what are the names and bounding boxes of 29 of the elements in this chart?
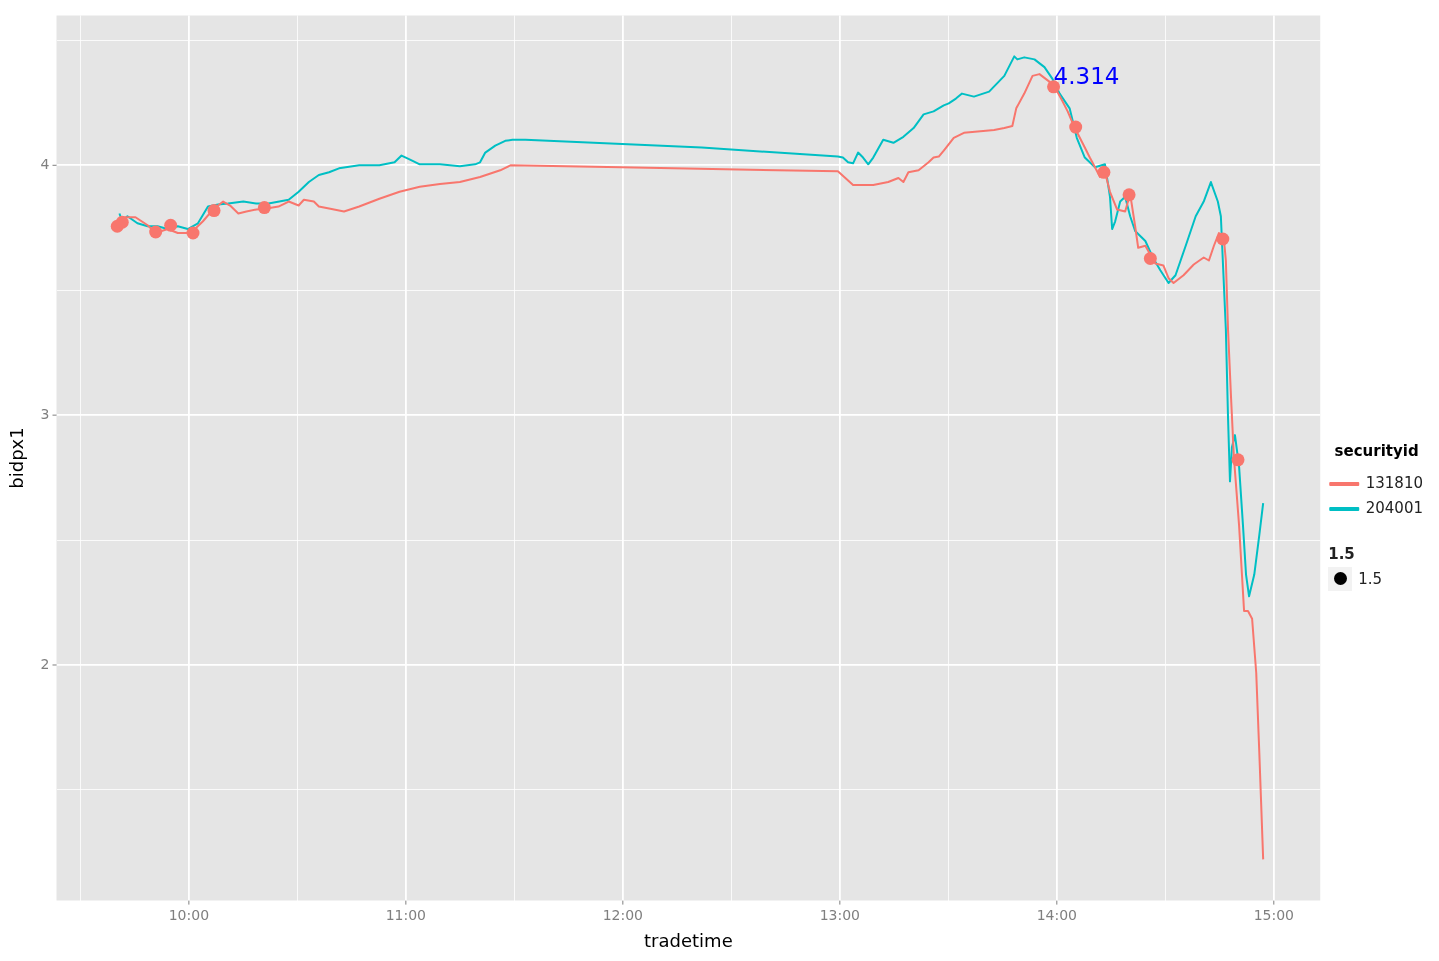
legend-title: securityid	[1334, 441, 1419, 460]
point	[1231, 453, 1245, 467]
x-tick-label: 14:00	[1036, 906, 1077, 923]
point	[149, 225, 163, 239]
point	[207, 204, 221, 218]
point	[164, 218, 178, 232]
y-tick-label: 4	[40, 155, 50, 172]
x-tick-label: 15:00	[1253, 906, 1294, 923]
x-tick-label: 12:00	[602, 906, 644, 923]
y-tick-label: 2	[40, 655, 50, 672]
point	[1143, 252, 1157, 265]
x-tick-label: 13:00	[819, 906, 861, 923]
annotation: 4.314	[1053, 62, 1120, 89]
text: 1.5	[1328, 544, 1356, 563]
point	[1069, 120, 1083, 134]
y-tick-label: 3	[40, 405, 50, 422]
text: 1.5	[1358, 569, 1383, 588]
point	[1216, 232, 1230, 246]
x-tick-label: 10:00	[168, 906, 210, 923]
point	[257, 201, 271, 215]
x-tick-label: 11:00	[385, 906, 427, 923]
point	[186, 226, 200, 240]
point	[115, 215, 129, 229]
legend-label: 131810	[1365, 473, 1423, 492]
point	[1122, 188, 1136, 202]
y-axis-title: bidpx1	[6, 427, 28, 489]
point	[1097, 165, 1111, 179]
x-axis-title: tradetime	[644, 929, 733, 951]
legend-label: 204001	[1365, 498, 1423, 517]
